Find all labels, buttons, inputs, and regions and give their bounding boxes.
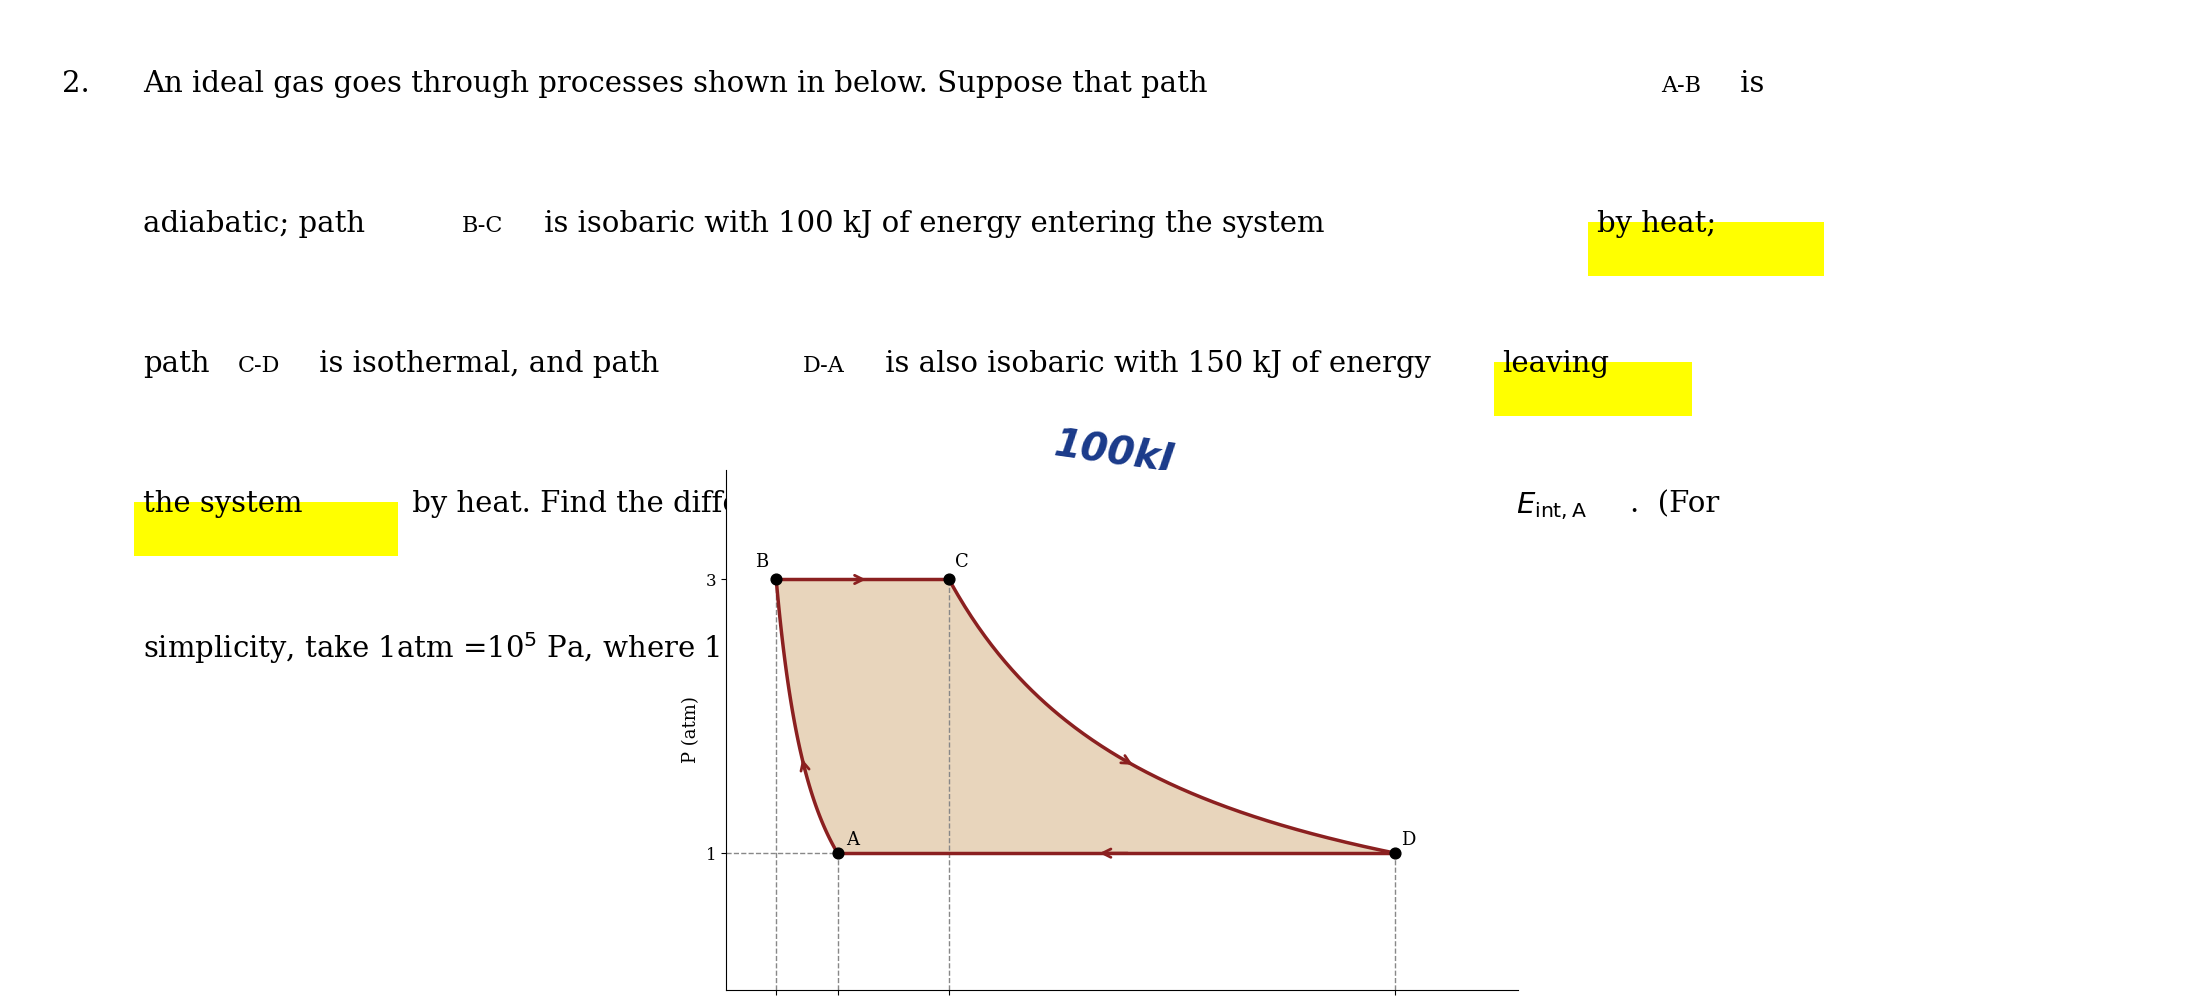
Text: 150kJ: 150kJ [1122, 790, 1247, 845]
Point [759, 571, 794, 587]
Text: 100kJ: 100kJ [1052, 425, 1177, 480]
Text: −: − [1465, 490, 1507, 518]
Text: An ideal gas goes through processes shown in below. Suppose that path: An ideal gas goes through processes show… [143, 70, 1208, 98]
Text: B-C: B-C [462, 215, 504, 237]
Text: adiabatic; path: adiabatic; path [143, 210, 365, 238]
Point [931, 571, 966, 587]
Text: the system: the system [143, 490, 304, 518]
Text: is: is [1731, 70, 1764, 98]
Text: $E_\mathrm{int,A}$: $E_\mathrm{int,A}$ [1516, 490, 1586, 522]
Text: simplicity, take 1atm =10$^5$ Pa, where 1 Pa = 1N/m$^2$): simplicity, take 1atm =10$^5$ Pa, where … [143, 630, 917, 666]
Text: $E_\mathrm{int,B}$: $E_\mathrm{int,B}$ [1351, 490, 1421, 522]
FancyBboxPatch shape [1494, 362, 1692, 416]
Y-axis label: P (atm): P (atm) [682, 697, 700, 763]
Text: leaving: leaving [1503, 350, 1610, 378]
Text: D: D [1401, 831, 1415, 849]
Text: D-A: D-A [803, 355, 845, 377]
Text: is isothermal, and path: is isothermal, and path [310, 350, 660, 378]
Text: .  (For: . (For [1630, 490, 1720, 518]
Text: A: A [847, 831, 858, 849]
Polygon shape [777, 579, 1395, 853]
Text: by heat;: by heat; [1597, 210, 1716, 238]
Text: path: path [143, 350, 209, 378]
Text: is isobaric with 100 kJ of energy entering the system: is isobaric with 100 kJ of energy enteri… [535, 210, 1333, 238]
Point [1377, 845, 1412, 861]
Text: by heat. Find the difference in internal energy: by heat. Find the difference in internal… [403, 490, 1107, 518]
Text: A-B: A-B [1661, 75, 1701, 97]
Text: is also isobaric with 150 kJ of energy: is also isobaric with 150 kJ of energy [876, 350, 1439, 378]
FancyBboxPatch shape [1588, 222, 1824, 276]
FancyBboxPatch shape [134, 502, 398, 556]
Text: 2.: 2. [62, 70, 90, 98]
Text: C: C [955, 553, 968, 571]
Text: C-D: C-D [238, 355, 279, 377]
Text: B: B [755, 553, 768, 571]
Point [821, 845, 856, 861]
